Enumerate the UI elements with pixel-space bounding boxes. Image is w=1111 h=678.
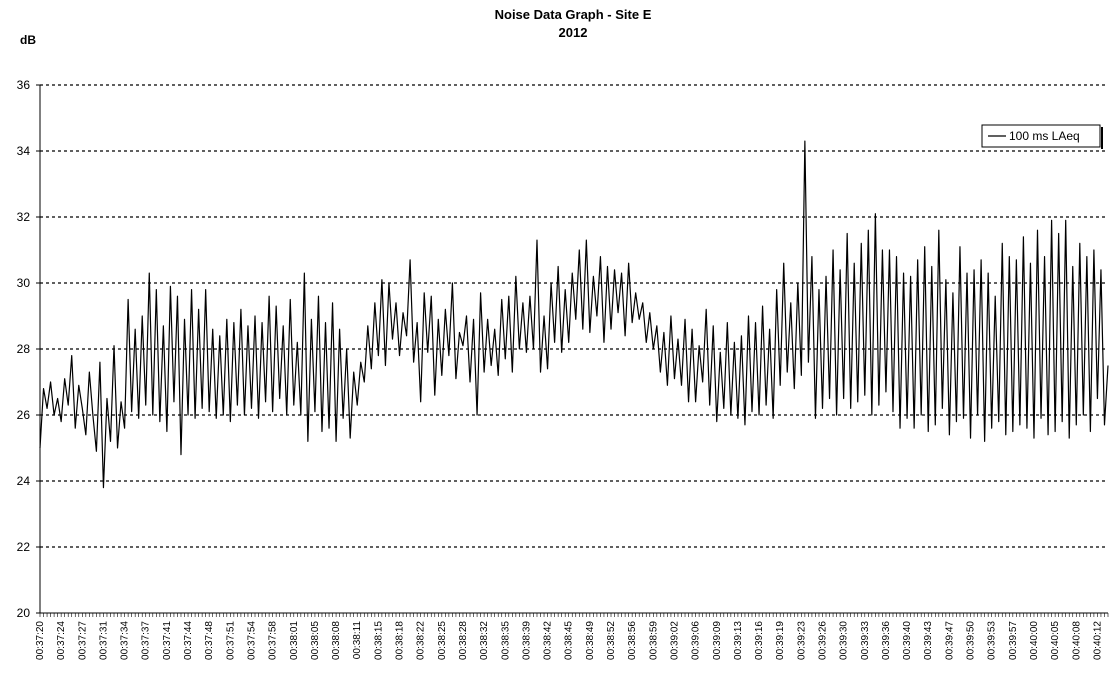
x-tick-label: 00:37:58 (268, 621, 279, 660)
legend-box (981, 124, 1101, 148)
x-tick-label: 00:39:06 (691, 621, 702, 660)
x-tick-label: 00:38:22 (416, 621, 427, 660)
x-tick-label: 00:39:43 (923, 621, 934, 660)
legend-label: 100 ms LAeq (1009, 129, 1080, 143)
x-tick-label: 00:39:02 (669, 621, 680, 660)
x-tick-label: 00:39:36 (881, 621, 892, 660)
x-tick-label: 00:38:01 (289, 621, 300, 660)
x-tick-label: 00:38:05 (310, 621, 321, 660)
x-tick-label: 00:38:11 (352, 621, 363, 660)
x-tick-label: 00:38:08 (331, 621, 342, 660)
x-tick-label: 00:38:18 (395, 621, 406, 660)
x-tick-label: 00:37:54 (246, 621, 257, 660)
x-tick-label: 00:39:33 (860, 621, 871, 660)
y-tick-label: 32 (17, 210, 31, 224)
x-tick-label: 00:40:00 (1029, 621, 1040, 660)
y-tick-label: 26 (17, 408, 31, 422)
x-tick-label: 00:37:20 (35, 621, 46, 660)
legend: 100 ms LAeq (981, 124, 1103, 149)
x-tick-label: 00:37:27 (77, 621, 88, 660)
x-tick-label: 00:38:35 (500, 621, 511, 660)
x-tick-label: 00:40:12 (1092, 621, 1103, 660)
x-tick-label: 00:38:52 (606, 621, 617, 660)
x-tick-label: 00:38:28 (458, 621, 469, 660)
y-tick-label: 28 (17, 342, 31, 356)
chart-subtitle: 2012 (559, 25, 588, 40)
x-tick-label: 00:38:25 (437, 621, 448, 660)
x-tick-label: 00:38:45 (564, 621, 575, 660)
data-line (39, 140, 1109, 489)
x-tick-label: 00:37:48 (204, 621, 215, 660)
x-tick-label: 00:39:09 (712, 621, 723, 660)
x-tick-label: 00:39:19 (775, 621, 786, 660)
x-tick-label: 00:39:57 (1008, 621, 1019, 660)
y-tick-label: 22 (17, 540, 31, 554)
x-tick-label: 00:38:15 (373, 621, 384, 660)
x-tick-label: 00:39:16 (754, 621, 765, 660)
x-tick-label: 00:39:26 (817, 621, 828, 660)
y-tick-label: 30 (17, 276, 31, 290)
x-tick-label: 00:39:40 (902, 621, 913, 660)
x-tick-label: 00:37:24 (56, 621, 67, 660)
x-tick-label: 00:38:49 (585, 621, 596, 660)
x-tick-label: 00:37:44 (183, 621, 194, 660)
x-tick-label: 00:39:50 (966, 621, 977, 660)
x-tick-label: 00:40:08 (1071, 621, 1082, 660)
x-tick-label: 00:38:42 (543, 621, 554, 660)
x-tick-label: 00:39:47 (944, 621, 955, 660)
x-tick-label: 00:40:05 (1050, 621, 1061, 660)
x-tick-label: 00:39:23 (796, 621, 807, 660)
y-tick-label: 36 (17, 78, 31, 92)
x-tick-label: 00:39:30 (839, 621, 850, 660)
y-tick-label: 24 (17, 474, 31, 488)
y-tick-label: 20 (17, 606, 31, 620)
x-tick-label: 00:38:56 (627, 621, 638, 660)
x-tick-label: 00:37:51 (225, 621, 236, 660)
y-tick-label: 34 (17, 144, 31, 158)
x-tick-label: 00:37:41 (162, 621, 173, 660)
x-tick-label: 00:39:53 (987, 621, 998, 660)
x-tick-label: 00:38:39 (521, 621, 532, 660)
chart-title: Noise Data Graph - Site E (495, 7, 652, 22)
x-tick-label: 00:38:32 (479, 621, 490, 660)
x-tick-label: 00:38:59 (648, 621, 659, 660)
x-tick-label: 00:37:31 (98, 621, 109, 660)
y-axis-label: dB (20, 33, 36, 47)
x-tick-label: 00:37:37 (141, 621, 152, 660)
x-tick-label: 00:39:13 (733, 621, 744, 660)
x-tick-label: 00:37:34 (120, 621, 131, 660)
